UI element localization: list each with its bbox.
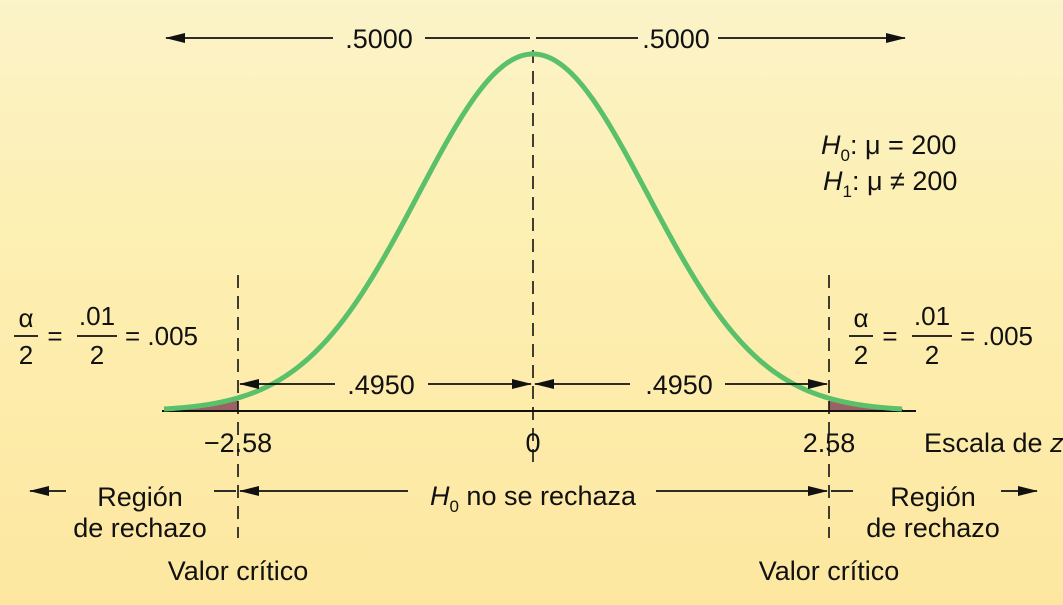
reject-right-line1: Región: [890, 482, 976, 512]
inner-area-left-label: .4950: [347, 370, 415, 400]
normal-curve: [163, 51, 903, 412]
fraction-numerator: .01: [79, 301, 115, 331]
tail-area-result: = .005: [125, 321, 198, 351]
z-scale-label: Escala de z: [924, 428, 1063, 458]
equals-sign: =: [882, 321, 897, 351]
alpha-right-equation: α 2 = .01 2 = .005: [849, 301, 1033, 370]
alpha-left-equation: α 2 = .01 2 = .005: [14, 301, 198, 370]
tick-center: 0: [525, 428, 540, 458]
inner-area-right-label: .4950: [645, 370, 713, 400]
fraction-numerator: .01: [914, 301, 950, 331]
reject-left-line1: Región: [97, 482, 183, 512]
alternative-hypothesis: H1: μ ≠ 200: [823, 166, 957, 201]
null-hypothesis: H0: μ = 200: [821, 130, 956, 165]
critical-value-left: Valor crítico: [168, 556, 309, 586]
alpha-denominator: 2: [19, 340, 33, 370]
top-area-left-label: .5000: [345, 24, 413, 54]
alpha-symbol: α: [853, 303, 868, 333]
hypotheses: H0: μ = 200 H1: μ ≠ 200: [821, 130, 957, 201]
reject-left-line2: de rechazo: [73, 513, 207, 543]
tick-right: 2.58: [803, 428, 856, 458]
accept-region-label: H0 no se rechaza: [430, 481, 637, 516]
tail-area-result: = .005: [960, 321, 1033, 351]
alpha-symbol: α: [18, 303, 33, 333]
tick-left: −2.58: [204, 428, 272, 458]
reject-right-line2: de rechazo: [866, 513, 1000, 543]
fraction-denominator: 2: [90, 340, 104, 370]
fraction-denominator: 2: [925, 340, 939, 370]
equals-sign: =: [47, 321, 62, 351]
alpha-denominator: 2: [854, 340, 868, 370]
top-area-right-label: .5000: [642, 24, 710, 54]
critical-value-right: Valor crítico: [759, 556, 900, 586]
